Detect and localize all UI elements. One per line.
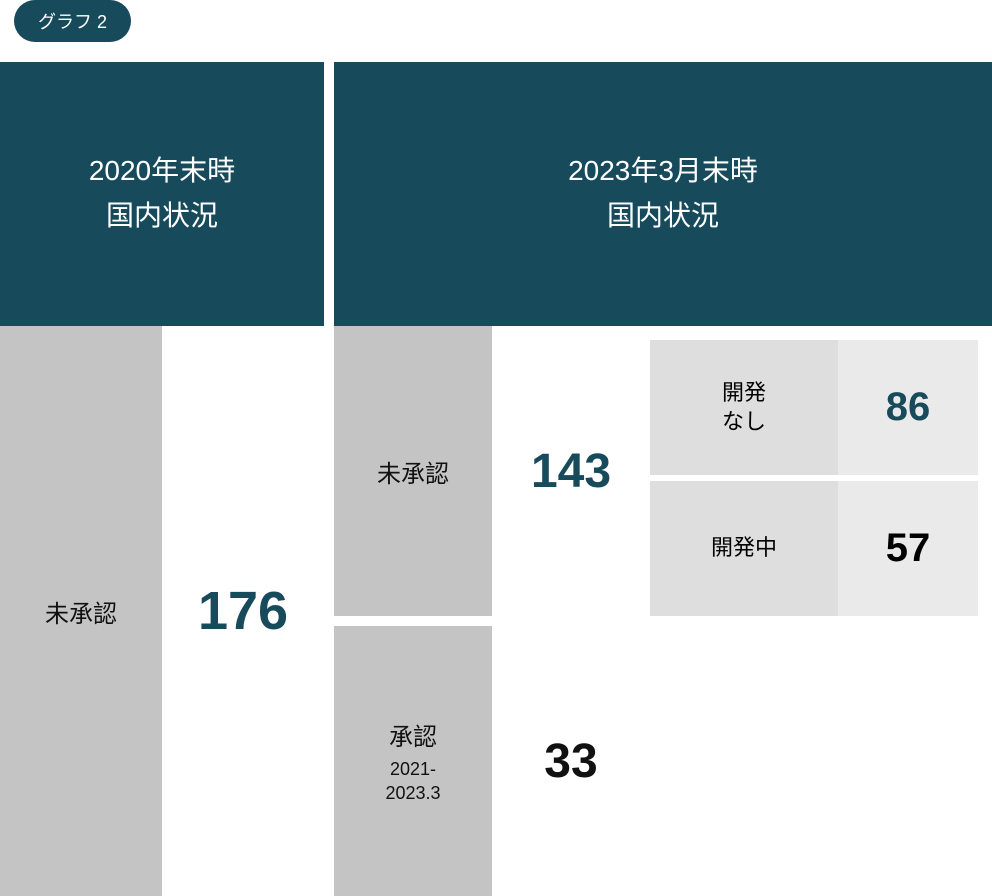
header-line: 国内状況 (106, 194, 218, 239)
header-line: 2023年3月末時 (568, 149, 758, 194)
header-2023: 2023年3月末時 国内状況 (334, 62, 992, 326)
value-unapproved-2020: 176 (162, 326, 324, 896)
value-approved-2023: 33 (492, 626, 650, 896)
header-2020: 2020年末時 国内状況 (0, 62, 324, 326)
row-approved-2023: 承認 2021-2023.3 33 (334, 626, 992, 896)
chart-badge: グラフ 2 (14, 0, 131, 42)
column-2020: 2020年末時 国内状況 未承認 176 (0, 62, 324, 896)
label-approved-2023: 承認 2021-2023.3 (334, 626, 492, 896)
breakdown-label-no-dev: 開発なし (650, 340, 838, 475)
column-2023: 2023年3月末時 国内状況 未承認 143 開発なし 86 開発中 57 (334, 62, 992, 896)
breakdown-label-in-dev: 開発中 (650, 481, 838, 616)
body-2020: 未承認 176 (0, 326, 324, 896)
header-line: 2020年末時 (89, 149, 235, 194)
breakdown-row-in-dev: 開発中 57 (650, 481, 978, 616)
header-line: 国内状況 (607, 194, 719, 239)
breakdown-value-in-dev: 57 (838, 481, 978, 616)
blank-cell (650, 626, 992, 896)
body-2023: 未承認 143 開発なし 86 開発中 57 (334, 326, 992, 896)
chart-grid: 2020年末時 国内状況 未承認 176 2023年3月末時 国内状況 未承認 … (0, 62, 992, 896)
breakdown-col: 開発なし 86 開発中 57 (650, 326, 992, 616)
label-unapproved-2020: 未承認 (0, 326, 162, 896)
value-unapproved-2023: 143 (492, 326, 650, 616)
label-unapproved-2023: 未承認 (334, 326, 492, 616)
breakdown-value-no-dev: 86 (838, 340, 978, 475)
breakdown-row-no-dev: 開発なし 86 (650, 340, 978, 475)
row-unapproved-2023: 未承認 143 開発なし 86 開発中 57 (334, 326, 992, 616)
